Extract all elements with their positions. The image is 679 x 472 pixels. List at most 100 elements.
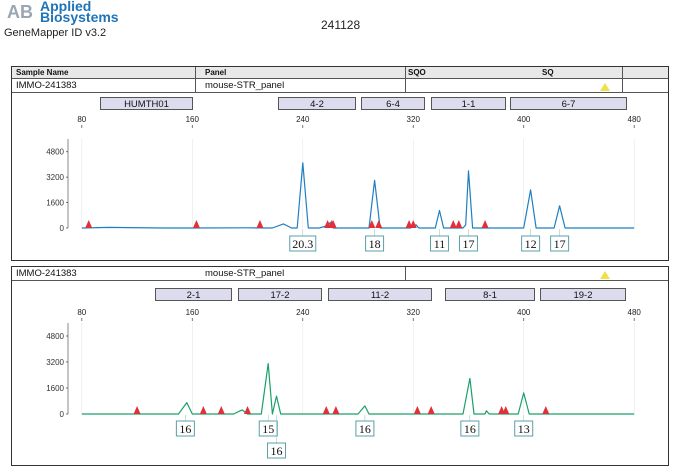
allele-call-box [458,235,478,252]
size-standard-peak-marker [455,220,463,228]
x-tick-label: 240 [296,115,310,124]
marker-bin: 1-1 [431,97,506,110]
header-sq: SQ [542,68,554,77]
sample-name: IMMO-241383 [16,80,77,91]
size-standard-peak-marker [368,220,376,228]
sample-name: IMMO-241383 [16,268,77,279]
size-standard-peak-marker [217,406,225,414]
x-tick-label: 400 [517,308,531,317]
x-tick-label: 320 [407,115,421,124]
allele-call-label: 17 [554,237,566,251]
allele-call-box [258,420,278,437]
brand-name: Applied Biosystems [40,0,119,25]
allele-call-label: 13 [518,422,530,436]
x-tick-label: 160 [186,115,200,124]
allele-call-box [267,442,287,459]
x-tick-label: 80 [77,115,86,124]
brand-line-1: Applied [40,0,92,14]
column-divider [622,67,623,93]
size-standard-peak-marker [413,406,421,414]
size-standard-peak-marker [329,220,337,228]
header-sqo: SQO [408,68,426,77]
size-standard-peak-marker [332,406,340,414]
size-standard-peak-marker [502,406,510,414]
x-tick-label: 160 [186,308,200,317]
size-standard-peak-marker [133,406,141,414]
sample-row: IMMO-241383 mouse-STR_panel [12,267,668,281]
allele-call-label: 16 [464,422,476,436]
allele-call-label: 16 [179,422,191,436]
size-standard-peak-marker [542,406,550,414]
allele-call-box [521,235,541,252]
allele-call-label: 15 [262,422,274,436]
column-divider [195,67,196,93]
header-panel: Panel [205,68,227,77]
allele-call-label: 12 [525,237,537,251]
allele-call-box [429,235,449,252]
app-name: GeneMapper ID v3.2 [4,27,107,39]
marker-bin: HUMTH01 [100,97,193,110]
y-tick-label: 0 [60,224,65,233]
x-tick-label: 80 [77,308,86,317]
marker-bin: 2-1 [155,288,232,301]
size-standard-peak-marker [427,406,435,414]
marker-bin: 11-2 [328,288,432,301]
size-standard-peak-marker [409,220,417,228]
applied-biosystems-logo-icon: AB [6,2,36,22]
y-tick-label: 4800 [46,148,64,157]
allele-call-box [175,420,195,437]
trace-line [81,363,635,415]
y-tick-label: 0 [60,410,65,419]
panel-name: mouse-STR_panel [205,268,285,279]
size-standard-peak-marker [449,220,457,228]
header-sample-name: Sample Name [16,68,69,77]
size-standard-peak-marker [244,406,252,414]
panel-name: mouse-STR_panel [205,80,285,91]
allele-call-label: 18 [369,237,381,251]
x-tick-label: 400 [517,115,531,124]
allele-call-label: 20.3 [292,237,313,251]
svg-text:AB: AB [7,2,33,22]
size-standard-peak-marker [85,220,93,228]
x-tick-label: 240 [296,308,310,317]
column-divider [405,267,406,281]
allele-call-label: 16 [271,444,283,458]
allele-call-box [365,235,385,252]
marker-bin: 6-4 [361,97,425,110]
allele-call-box [289,235,317,252]
table-header: Sample Name Panel SQO SQ [12,67,668,79]
allele-call-box [550,235,570,252]
size-standard-peak-marker [256,220,264,228]
quality-warning-icon [600,271,610,279]
sample-row: IMMO-241383 mouse-STR_panel [12,79,668,93]
quality-warning-icon [600,83,610,91]
y-tick-label: 3200 [46,173,64,182]
marker-bin: 17-2 [238,288,322,301]
marker-bin: 19-2 [540,288,626,301]
column-divider [405,67,406,93]
size-standard-peak-marker [192,220,200,228]
allele-call-box [514,420,534,437]
marker-bin: 4-2 [278,97,356,110]
y-tick-label: 1600 [46,384,64,393]
x-tick-label: 480 [628,115,642,124]
size-standard-peak-marker [375,220,383,228]
marker-bin: 8-1 [445,288,535,301]
size-standard-peak-marker [199,406,207,414]
allele-call-label: 11 [434,237,446,251]
size-standard-peak-marker [322,406,330,414]
y-tick-label: 4800 [46,332,64,341]
brand-line-2: Biosystems [40,9,119,25]
x-tick-label: 480 [628,308,642,317]
marker-bin: 6-7 [510,97,627,110]
x-tick-label: 320 [407,308,421,317]
y-tick-label: 3200 [46,358,64,367]
y-tick-label: 1600 [46,199,64,208]
allele-call-label: 17 [462,237,474,251]
allele-call-box [355,420,375,437]
allele-call-label: 16 [359,422,371,436]
allele-call-box [460,420,480,437]
size-standard-peak-marker [481,220,489,228]
